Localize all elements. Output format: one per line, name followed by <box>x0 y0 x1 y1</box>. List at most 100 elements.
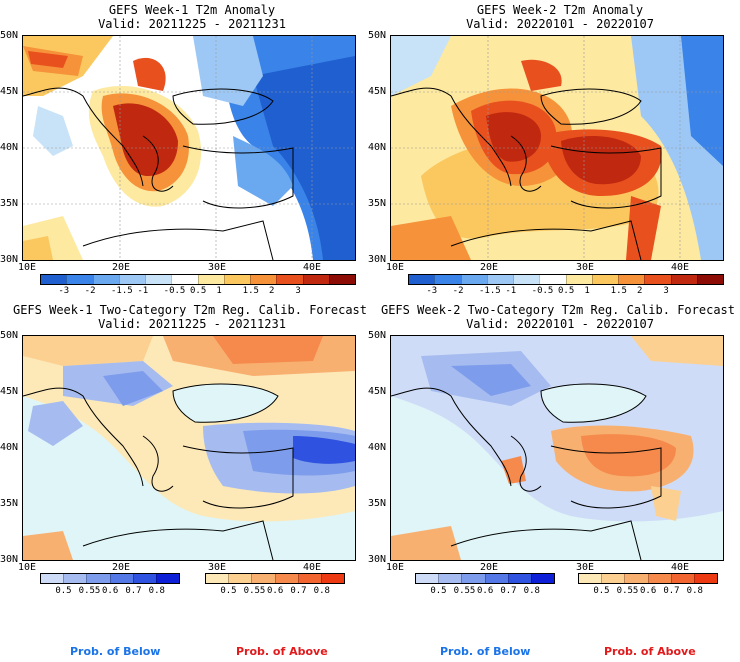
lat-label: 35N <box>0 198 19 209</box>
colorbar-swatch <box>434 275 461 284</box>
colorbar-tick-label: 0.7 <box>290 586 307 596</box>
colorbar-swatch <box>223 275 250 284</box>
colorbar-swatch <box>228 574 252 583</box>
lon-label: 20E <box>112 562 131 573</box>
colorbar-swatch <box>670 275 697 284</box>
panel3-title: GEFS Week-1 Two-Category T2m Reg. Calib.… <box>12 303 367 317</box>
lat-label: 40N <box>0 142 19 153</box>
colorbar-swatch <box>484 574 508 583</box>
lon-label: 40E <box>671 262 690 273</box>
panel2-valid: Valid: 20220101 - 20220107 <box>466 17 654 31</box>
map-week1-anomaly <box>22 35 356 261</box>
colorbar-tick-label: 0.55 <box>453 586 476 596</box>
map-week2-anomaly <box>390 35 724 261</box>
colorbar-tick-label: 0.6 <box>267 586 284 596</box>
colorbar-tick-label: 1.5 <box>242 286 259 296</box>
colorbar-swatch <box>461 574 485 583</box>
colorbar-swatch <box>539 275 566 284</box>
colorbar-tick-label: 2 <box>269 286 275 296</box>
lon-label: 40E <box>303 262 322 273</box>
colorbar-tick-label: 0.6 <box>102 586 119 596</box>
panel4-valid: Valid: 20220101 - 20220107 <box>466 317 654 331</box>
colorbar-swatch <box>624 574 648 583</box>
colorbar-tick-label: 0.5 <box>55 586 72 596</box>
lat-label: 30N <box>368 554 387 565</box>
colorbar-swatch <box>297 574 321 583</box>
colorbar-tick-label: 2 <box>637 286 643 296</box>
colorbar-tick-label: -0.5 <box>163 286 186 296</box>
lon-label: 40E <box>303 562 322 573</box>
lat-label: 35N <box>368 498 387 509</box>
colorbar-tick-label: 0.55 <box>243 586 266 596</box>
colorbar-swatch <box>132 574 156 583</box>
colorbar-tick-label: -2 <box>84 286 96 296</box>
lon-label: 20E <box>480 562 499 573</box>
map-week1-probability <box>22 335 356 561</box>
colorbar-swatch <box>670 574 694 583</box>
lon-label: 30E <box>576 562 595 573</box>
colorbar-tick-label: 0.7 <box>500 586 517 596</box>
colorbar-tick-label: 0.5 <box>220 586 237 596</box>
colorbar-swatch <box>250 275 277 284</box>
lat-label: 45N <box>368 386 387 397</box>
lat-label: 40N <box>368 142 387 153</box>
lon-label: 30E <box>208 262 227 273</box>
colorbar-swatch <box>565 275 592 284</box>
colorbar-swatch <box>460 275 487 284</box>
colorbar-tick-label: 0.5 <box>593 586 610 596</box>
lon-label: 10E <box>386 562 405 573</box>
colorbar-swatch <box>486 275 513 284</box>
prob-above-label: Prob. of Above <box>604 645 696 658</box>
lat-label: 40N <box>368 442 387 453</box>
prob-above-colorbar-week1 <box>205 573 345 584</box>
colorbar-tick-label: -0.5 <box>531 286 554 296</box>
map-week2-probability <box>390 335 724 561</box>
colorbar-tick-label: 0.6 <box>477 586 494 596</box>
colorbar-tick-label: -1.5 <box>479 286 501 296</box>
colorbar-swatch <box>274 574 298 583</box>
colorbar-tick-label: 0.55 <box>78 586 101 596</box>
colorbar-swatch <box>251 574 275 583</box>
lon-label: 30E <box>576 262 595 273</box>
colorbar-tick-label: -2 <box>452 286 464 296</box>
colorbar-swatch <box>66 275 93 284</box>
colorbar-tick-label: -1 <box>505 286 517 296</box>
lon-label: 40E <box>671 562 690 573</box>
lat-label: 30N <box>0 254 19 265</box>
colorbar-swatch <box>145 275 172 284</box>
colorbar-swatch <box>530 574 555 583</box>
colorbar-swatch <box>696 275 723 284</box>
colorbar-swatch <box>276 275 303 284</box>
lat-label: 30N <box>368 254 387 265</box>
lat-label: 35N <box>368 198 387 209</box>
prob-below-label: Prob. of Below <box>70 645 161 658</box>
colorbar-tick-label: -1.5 <box>111 286 133 296</box>
colorbar-tick-label: 0.8 <box>686 586 703 596</box>
colorbar-tick-label: 1 <box>584 286 590 296</box>
prob-above-colorbar-week2 <box>578 573 718 584</box>
colorbar-swatch <box>328 275 355 284</box>
colorbar-tick-label: 1.5 <box>610 286 627 296</box>
lat-label: 45N <box>0 86 19 97</box>
lat-label: 35N <box>0 498 19 509</box>
colorbar-swatch <box>109 574 133 583</box>
lon-label: 10E <box>18 562 37 573</box>
colorbar-swatch <box>579 574 602 583</box>
colorbar-swatch <box>320 574 345 583</box>
panel3-valid: Valid: 20211225 - 20211231 <box>98 317 286 331</box>
colorbar-swatch <box>197 275 224 284</box>
colorbar-tick-label: 0.8 <box>523 586 540 596</box>
lon-label: 20E <box>480 262 499 273</box>
colorbar-swatch <box>92 275 119 284</box>
lat-label: 45N <box>368 86 387 97</box>
prob-above-label: Prob. of Above <box>236 645 328 658</box>
colorbar-swatch <box>647 574 671 583</box>
colorbar-swatch <box>601 574 625 583</box>
colorbar-swatch <box>302 275 329 284</box>
colorbar-swatch <box>63 574 87 583</box>
colorbar-tick-label: 3 <box>663 286 669 296</box>
colorbar-tick-label: -3 <box>58 286 70 296</box>
prob-below-colorbar-week2 <box>415 573 555 584</box>
anomaly-colorbar-week1 <box>40 274 356 285</box>
colorbar-tick-label: 0.55 <box>616 586 639 596</box>
